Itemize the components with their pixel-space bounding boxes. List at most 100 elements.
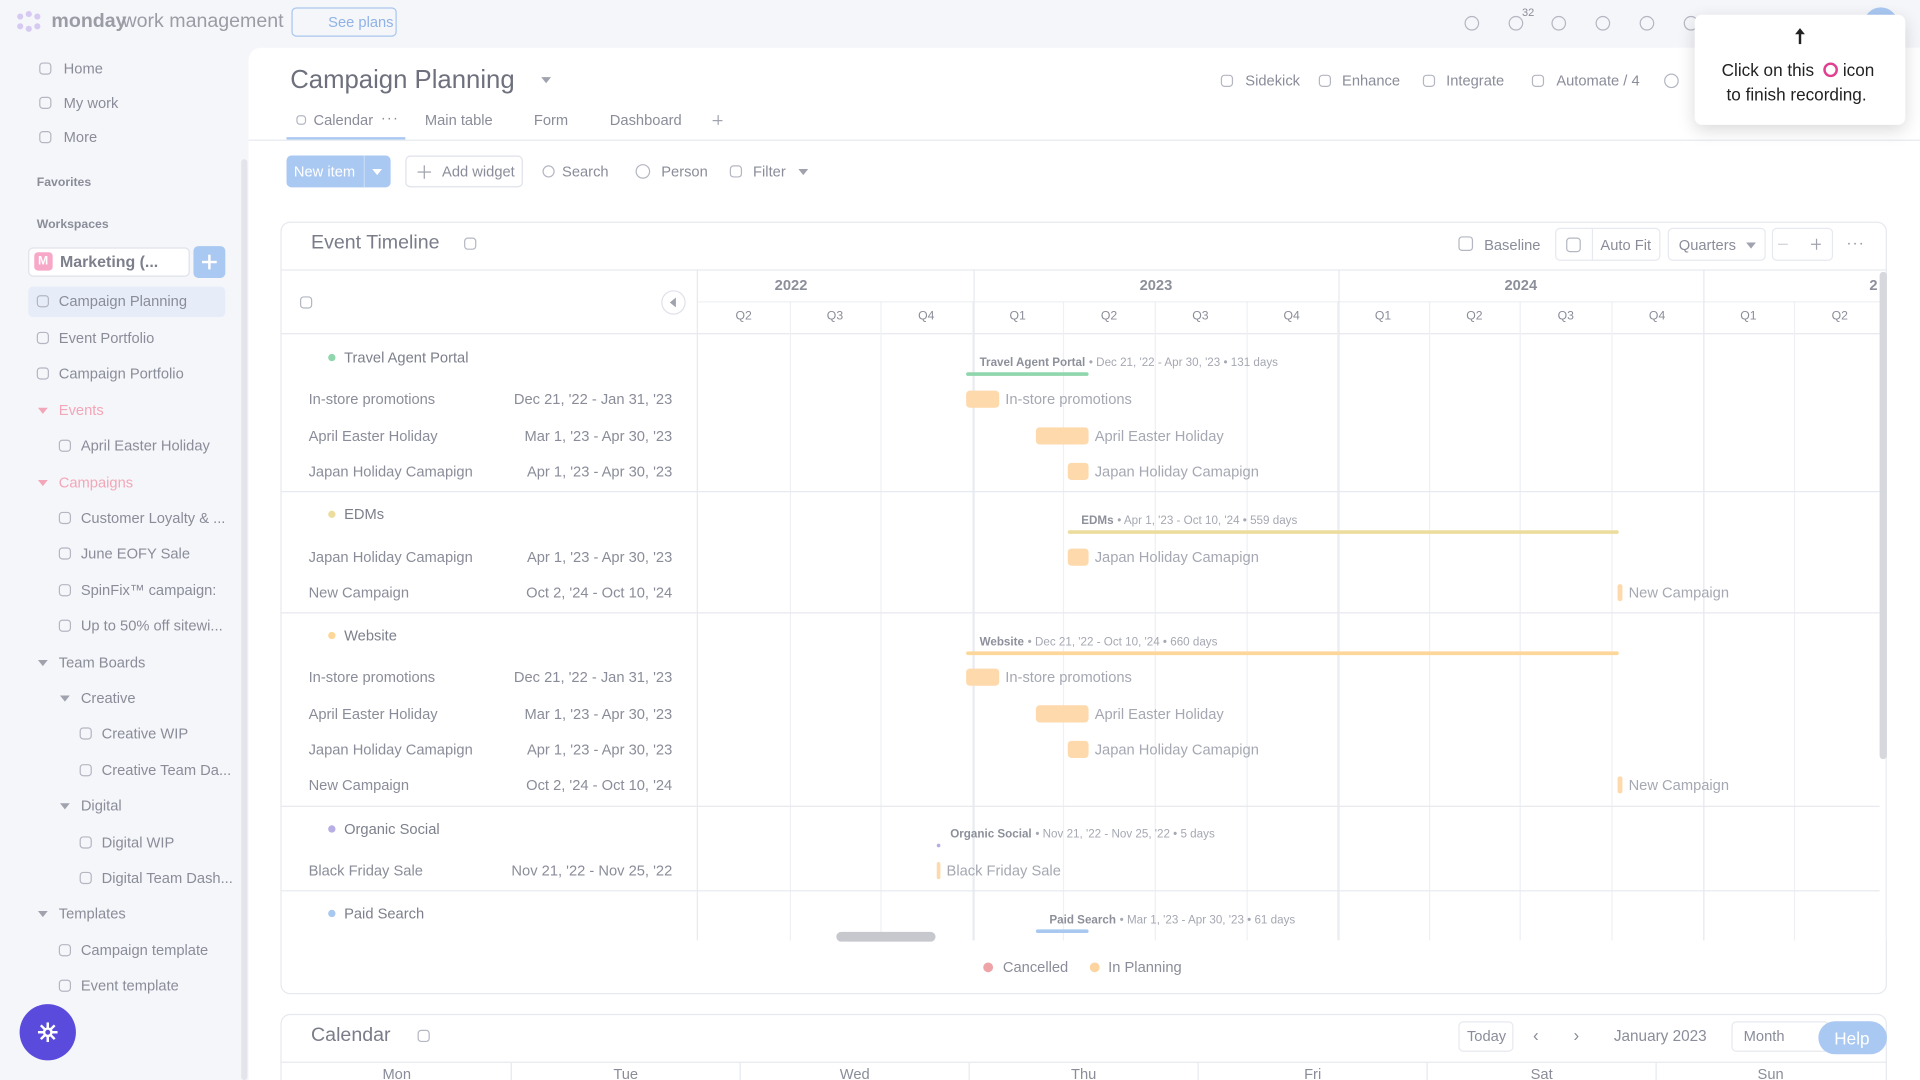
add-widget-button[interactable] xyxy=(405,155,523,188)
group-name[interactable]: Organic Social xyxy=(344,820,440,838)
sidebar-item[interactable]: Events xyxy=(58,401,104,419)
group-separator xyxy=(280,612,1880,614)
filter[interactable]: Filter xyxy=(753,162,786,180)
sidebar-item[interactable]: Campaign Planning xyxy=(58,292,188,310)
board-action[interactable]: Enhance xyxy=(1342,72,1401,90)
nav-item[interactable]: More xyxy=(63,128,98,146)
sidebar-scroll xyxy=(241,159,248,1080)
item-bar[interactable] xyxy=(966,668,1000,686)
tab[interactable]: Form xyxy=(533,111,569,129)
item-label: New Campaign xyxy=(1628,584,1730,602)
tab-divider xyxy=(248,139,1920,141)
sidebar-item[interactable]: Campaigns xyxy=(58,473,134,492)
group-name[interactable]: Paid Search xyxy=(344,904,425,923)
item-bar[interactable] xyxy=(1617,776,1623,794)
caret xyxy=(60,695,70,702)
nav-item[interactable]: Home xyxy=(63,60,103,78)
workspace-dropdown[interactable] xyxy=(28,247,190,277)
baseline[interactable]: Baseline xyxy=(1484,236,1541,254)
item-bar[interactable] xyxy=(1035,427,1089,445)
sidebar-item[interactable]: Event Portfolio xyxy=(58,329,155,347)
year-separator xyxy=(1338,269,1340,941)
autofit-box[interactable] xyxy=(1555,227,1661,261)
grid-line xyxy=(1611,301,1613,941)
item-bar[interactable] xyxy=(966,390,1000,408)
row-dates: Dec 21, '22 - Jan 31, '23 xyxy=(513,668,673,686)
scale[interactable]: Quarters xyxy=(1678,236,1736,254)
quarter: Q3 xyxy=(1192,309,1209,324)
sidebar-item[interactable]: Digital Team Dash... xyxy=(101,869,233,887)
new-item[interactable]: New item xyxy=(293,162,356,180)
view[interactable]: Month xyxy=(1743,1027,1785,1045)
zoom-box[interactable] xyxy=(1771,227,1834,261)
day-separator xyxy=(510,1062,512,1080)
sidebar-item[interactable]: Campaign template xyxy=(80,941,209,959)
sidebar-item[interactable]: Templates xyxy=(58,904,126,923)
board-action[interactable]: Automate / 4 xyxy=(1556,72,1640,90)
person[interactable]: Person xyxy=(661,162,708,180)
sidebar-item[interactable]: Customer Loyalty & ... xyxy=(80,509,226,527)
see-plans-button[interactable] xyxy=(291,7,397,37)
add-widget[interactable]: Add widget xyxy=(442,162,515,180)
nav-item[interactable]: My work xyxy=(63,94,119,112)
row-dates: Mar 1, '23 - Apr 30, '23 xyxy=(524,427,673,445)
sidebar-item[interactable]: Team Boards xyxy=(58,653,146,672)
board-action[interactable]: Integrate xyxy=(1446,72,1505,90)
sidebar-item[interactable]: April Easter Holiday xyxy=(80,437,210,455)
product: work management xyxy=(122,11,284,32)
row-name[interactable]: Japan Holiday Camapign xyxy=(308,548,473,566)
next: › xyxy=(1573,1024,1580,1045)
calendar-card xyxy=(280,1013,1887,1080)
item-label: April Easter Holiday xyxy=(1094,705,1224,723)
help[interactable]: Help xyxy=(1834,1028,1870,1049)
scale-dropdown[interactable] xyxy=(1667,227,1766,261)
sidebar-item[interactable]: SpinFix™ campaign: xyxy=(80,581,217,599)
sidebar-item[interactable]: Digital WIP xyxy=(101,833,175,852)
group-summary-name: Paid Search xyxy=(1049,913,1116,927)
see-plans[interactable]: See plans xyxy=(328,13,394,31)
today-button[interactable] xyxy=(1458,1021,1514,1052)
row-name[interactable]: New Campaign xyxy=(308,776,410,794)
icon xyxy=(79,727,92,740)
timeline-title: Event Timeline xyxy=(311,232,440,254)
item-bar[interactable] xyxy=(1035,705,1089,723)
sidebar-item[interactable]: June EOFY Sale xyxy=(80,544,191,563)
row-name[interactable]: New Campaign xyxy=(308,584,410,602)
grid-line xyxy=(789,301,791,941)
group-name[interactable]: Website xyxy=(344,626,397,645)
item-bar[interactable] xyxy=(936,862,941,880)
sidebar-item[interactable]: Campaign Portfolio xyxy=(58,364,184,383)
help-button[interactable] xyxy=(1818,1021,1887,1055)
item-label: Japan Holiday Camapign xyxy=(1094,462,1259,480)
tab[interactable]: Dashboard xyxy=(609,111,682,129)
quarter: Q3 xyxy=(1557,309,1574,324)
group-name[interactable]: EDMs xyxy=(344,505,385,523)
today[interactable]: Today xyxy=(1466,1027,1507,1045)
group-name[interactable]: Travel Agent Portal xyxy=(344,348,469,367)
sidebar-item[interactable]: Digital xyxy=(80,797,122,815)
row-name[interactable]: Japan Holiday Camapign xyxy=(308,740,473,758)
row-name[interactable]: April Easter Holiday xyxy=(308,705,438,723)
item-bar[interactable] xyxy=(1067,740,1089,758)
search[interactable]: Search xyxy=(562,162,609,180)
sidebar-item[interactable]: Creative xyxy=(80,689,136,707)
tab[interactable]: Main table xyxy=(424,111,493,129)
grid-line xyxy=(1520,301,1522,941)
row-name[interactable]: In-store promotions xyxy=(308,668,436,686)
row-name[interactable]: In-store promotions xyxy=(308,390,436,408)
item-bar[interactable] xyxy=(1067,548,1089,566)
icon xyxy=(79,764,92,777)
sidebar-item[interactable]: Up to 50% off sitewi... xyxy=(80,617,223,635)
row-name[interactable]: Black Friday Sale xyxy=(308,862,423,880)
tab[interactable]: Calendar xyxy=(313,111,374,129)
sidebar-item[interactable]: Event template xyxy=(80,977,179,995)
sidebar-item[interactable]: Creative Team Da... xyxy=(101,761,232,779)
row-name[interactable]: April Easter Holiday xyxy=(308,427,438,445)
item-bar[interactable] xyxy=(1617,584,1623,602)
board-action[interactable]: Sidekick xyxy=(1245,72,1301,90)
row-name[interactable]: Japan Holiday Camapign xyxy=(308,462,473,480)
icon xyxy=(36,331,49,345)
auto-fit[interactable]: Auto Fit xyxy=(1600,236,1652,254)
item-bar[interactable] xyxy=(1067,462,1089,480)
sidebar-item[interactable]: Creative WIP xyxy=(101,724,189,743)
